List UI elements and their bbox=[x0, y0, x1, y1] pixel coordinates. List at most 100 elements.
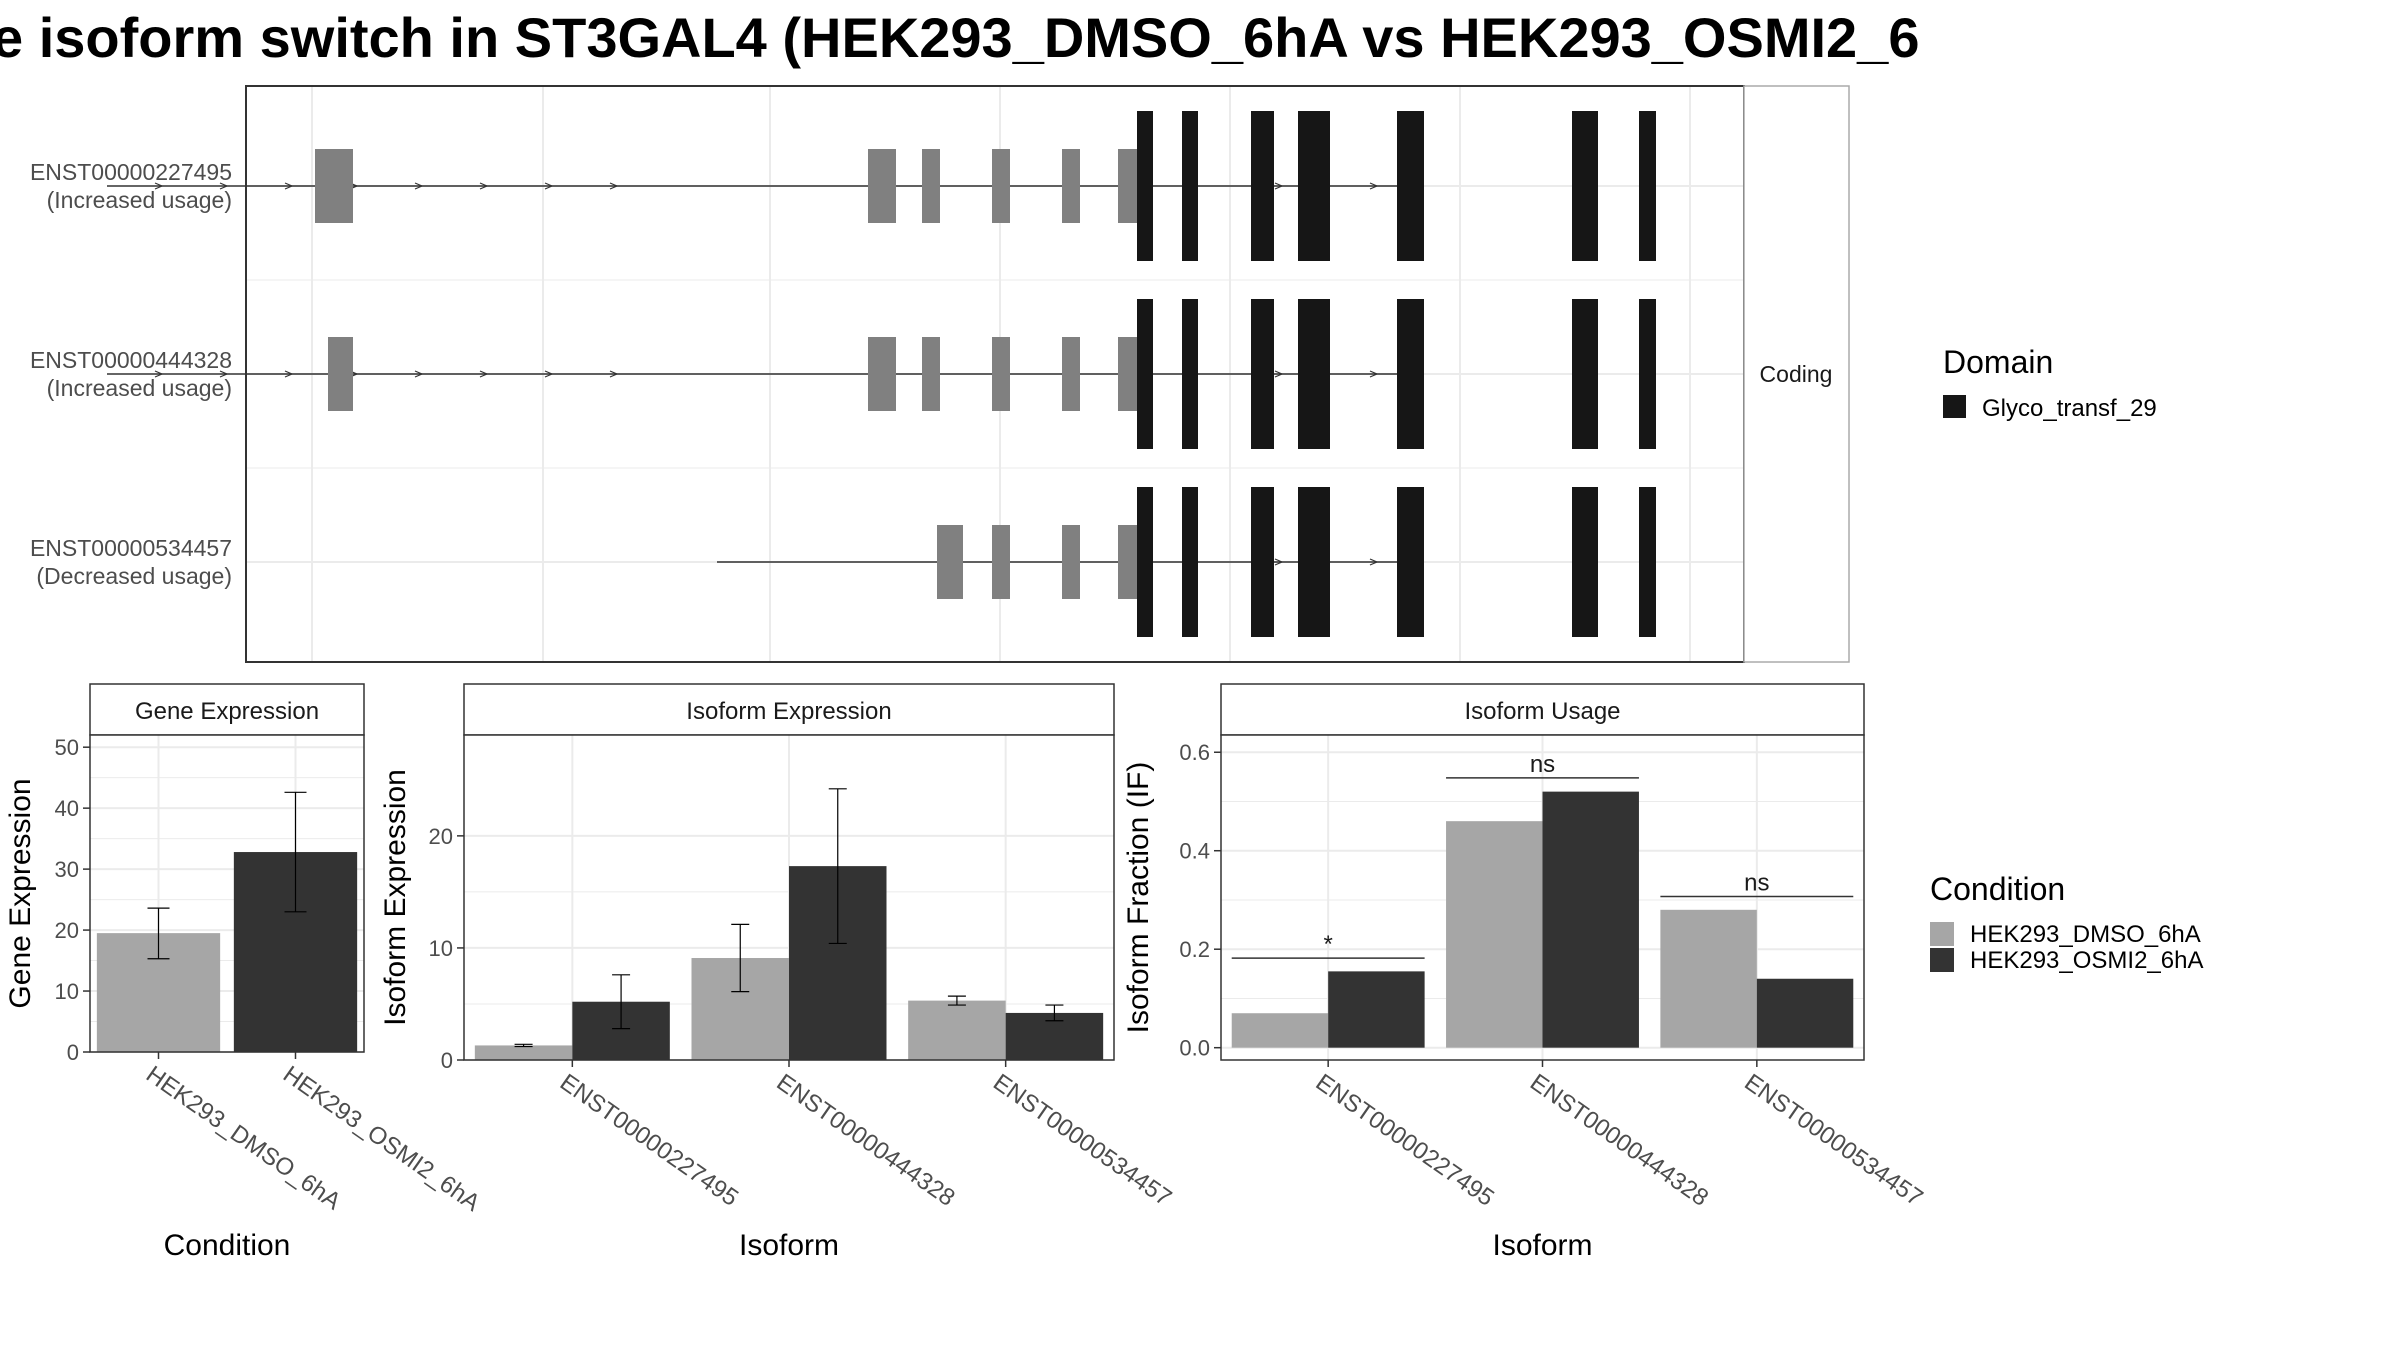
bar bbox=[1756, 978, 1854, 1048]
bar bbox=[1328, 971, 1425, 1048]
y-tick-label: 10 bbox=[55, 979, 79, 1004]
utr-block bbox=[1062, 149, 1080, 223]
domain-block bbox=[1251, 487, 1274, 637]
y-tick-label: 0.4 bbox=[1179, 839, 1210, 864]
x-tick-label: ENST00000444328 bbox=[1525, 1069, 1713, 1212]
y-tick-label: 10 bbox=[429, 936, 453, 961]
utr-block bbox=[1062, 525, 1080, 599]
domain-legend-swatch bbox=[1943, 395, 1966, 418]
utr-block bbox=[328, 337, 353, 411]
bar bbox=[908, 1000, 1006, 1060]
domain-block bbox=[1251, 111, 1274, 261]
panel-strip bbox=[1220, 683, 1865, 736]
y-tick-label: 0.0 bbox=[1179, 1036, 1210, 1061]
utr-block bbox=[992, 149, 1010, 223]
y-tick-label: 20 bbox=[429, 824, 453, 849]
domain-block bbox=[1298, 487, 1330, 637]
strand-arrow bbox=[284, 370, 294, 378]
utr-block bbox=[315, 149, 353, 223]
y-tick-label: 0.2 bbox=[1179, 937, 1210, 962]
condition-legend-swatch bbox=[1930, 948, 1954, 972]
strand-arrow bbox=[154, 182, 164, 190]
condition-legend-label: HEK293_OSMI2_6hA bbox=[1970, 947, 2203, 974]
y-tick-label: 40 bbox=[55, 796, 79, 821]
plot-frame bbox=[89, 734, 365, 1053]
utr-block bbox=[992, 337, 1010, 411]
x-axis-title: Condition bbox=[164, 1229, 291, 1262]
domain-block bbox=[1639, 299, 1656, 449]
strand-arrow bbox=[414, 370, 424, 378]
strand-arrow bbox=[414, 182, 424, 190]
legends: Domain Glyco_transf_29 Condition HEK293_DMS… bbox=[1930, 344, 2203, 974]
domain-block bbox=[1298, 111, 1330, 261]
domain-block bbox=[1137, 487, 1153, 637]
strand-arrow bbox=[1369, 182, 1379, 190]
domain-block bbox=[1182, 299, 1198, 449]
utr-block bbox=[922, 149, 940, 223]
strand-arrow bbox=[219, 182, 229, 190]
utr-block bbox=[1062, 337, 1080, 411]
significance-label: ns bbox=[1744, 870, 1769, 897]
transcript-usage-label: (Increased usage) bbox=[47, 187, 232, 213]
utr-block bbox=[868, 149, 896, 223]
strand-arrow bbox=[284, 182, 294, 190]
strand-arrow bbox=[1274, 370, 1284, 378]
bar bbox=[1446, 821, 1543, 1048]
x-tick-label: ENST00000444328 bbox=[772, 1069, 960, 1212]
domain-block bbox=[1572, 487, 1598, 637]
y-tick-label: 30 bbox=[55, 857, 79, 882]
domain-block bbox=[1397, 487, 1424, 637]
bar bbox=[1660, 909, 1757, 1048]
y-tick-label: 0 bbox=[441, 1048, 453, 1073]
condition-legend-label: HEK293_DMSO_6hA bbox=[1970, 921, 2201, 948]
x-tick-label: ENST00000534457 bbox=[1739, 1069, 1927, 1212]
utr-block bbox=[1118, 149, 1137, 223]
transcript-structure-panel: ENST00000227495(Increased usage)ENST0000… bbox=[30, 85, 1850, 663]
utr-block bbox=[937, 525, 963, 599]
transcript-strip bbox=[1743, 85, 1850, 663]
domain-block bbox=[1639, 487, 1656, 637]
strand-arrow bbox=[544, 182, 554, 190]
gene-expression-panel: Gene Expression01020304050HEK293_DMSO_6h… bbox=[4, 683, 485, 1262]
domain-block bbox=[1298, 299, 1330, 449]
y-axis-title: Isoform Fraction (IF) bbox=[1122, 762, 1155, 1034]
panel-strip bbox=[89, 683, 365, 736]
panel-strip bbox=[463, 683, 1115, 736]
x-tick-label: ENST00000534457 bbox=[988, 1069, 1176, 1212]
strand-arrow bbox=[1274, 182, 1284, 190]
domain-block bbox=[1572, 111, 1598, 261]
condition-legend-swatch bbox=[1930, 922, 1954, 946]
domain-block bbox=[1182, 487, 1198, 637]
domain-block bbox=[1137, 111, 1153, 261]
y-tick-label: 50 bbox=[55, 735, 79, 760]
transcript-usage-label: (Increased usage) bbox=[47, 375, 232, 401]
domain-block bbox=[1397, 111, 1424, 261]
bar bbox=[474, 1045, 573, 1060]
domain-legend-label: Glyco_transf_29 bbox=[1982, 395, 2157, 422]
utr-block bbox=[868, 337, 896, 411]
figure-title: e isoform switch in ST3GAL4 (HEK293_DMSO… bbox=[0, 6, 1919, 69]
strand-arrow bbox=[1369, 370, 1379, 378]
utr-block bbox=[922, 337, 940, 411]
strand-arrow bbox=[609, 370, 619, 378]
significance-label: * bbox=[1323, 931, 1332, 958]
strand-arrow bbox=[609, 182, 619, 190]
transcript-row: ENST00000444328(Increased usage) bbox=[30, 299, 1656, 449]
panel-title: Gene Expression bbox=[135, 698, 319, 725]
x-tick-label: ENST00000227495 bbox=[1311, 1069, 1499, 1212]
condition-legend-title: Condition bbox=[1930, 871, 2065, 907]
x-tick-label: ENST00000227495 bbox=[555, 1069, 743, 1212]
domain-block bbox=[1572, 299, 1598, 449]
y-tick-label: 0.6 bbox=[1179, 740, 1210, 765]
strand-arrow bbox=[479, 370, 489, 378]
strand-arrow bbox=[1274, 558, 1284, 566]
domain-block bbox=[1639, 111, 1656, 261]
y-tick-label: 0 bbox=[67, 1040, 79, 1065]
utr-block bbox=[1118, 337, 1137, 411]
domain-block bbox=[1137, 299, 1153, 449]
x-axis-title: Isoform bbox=[1492, 1229, 1592, 1262]
bar bbox=[1542, 791, 1639, 1048]
